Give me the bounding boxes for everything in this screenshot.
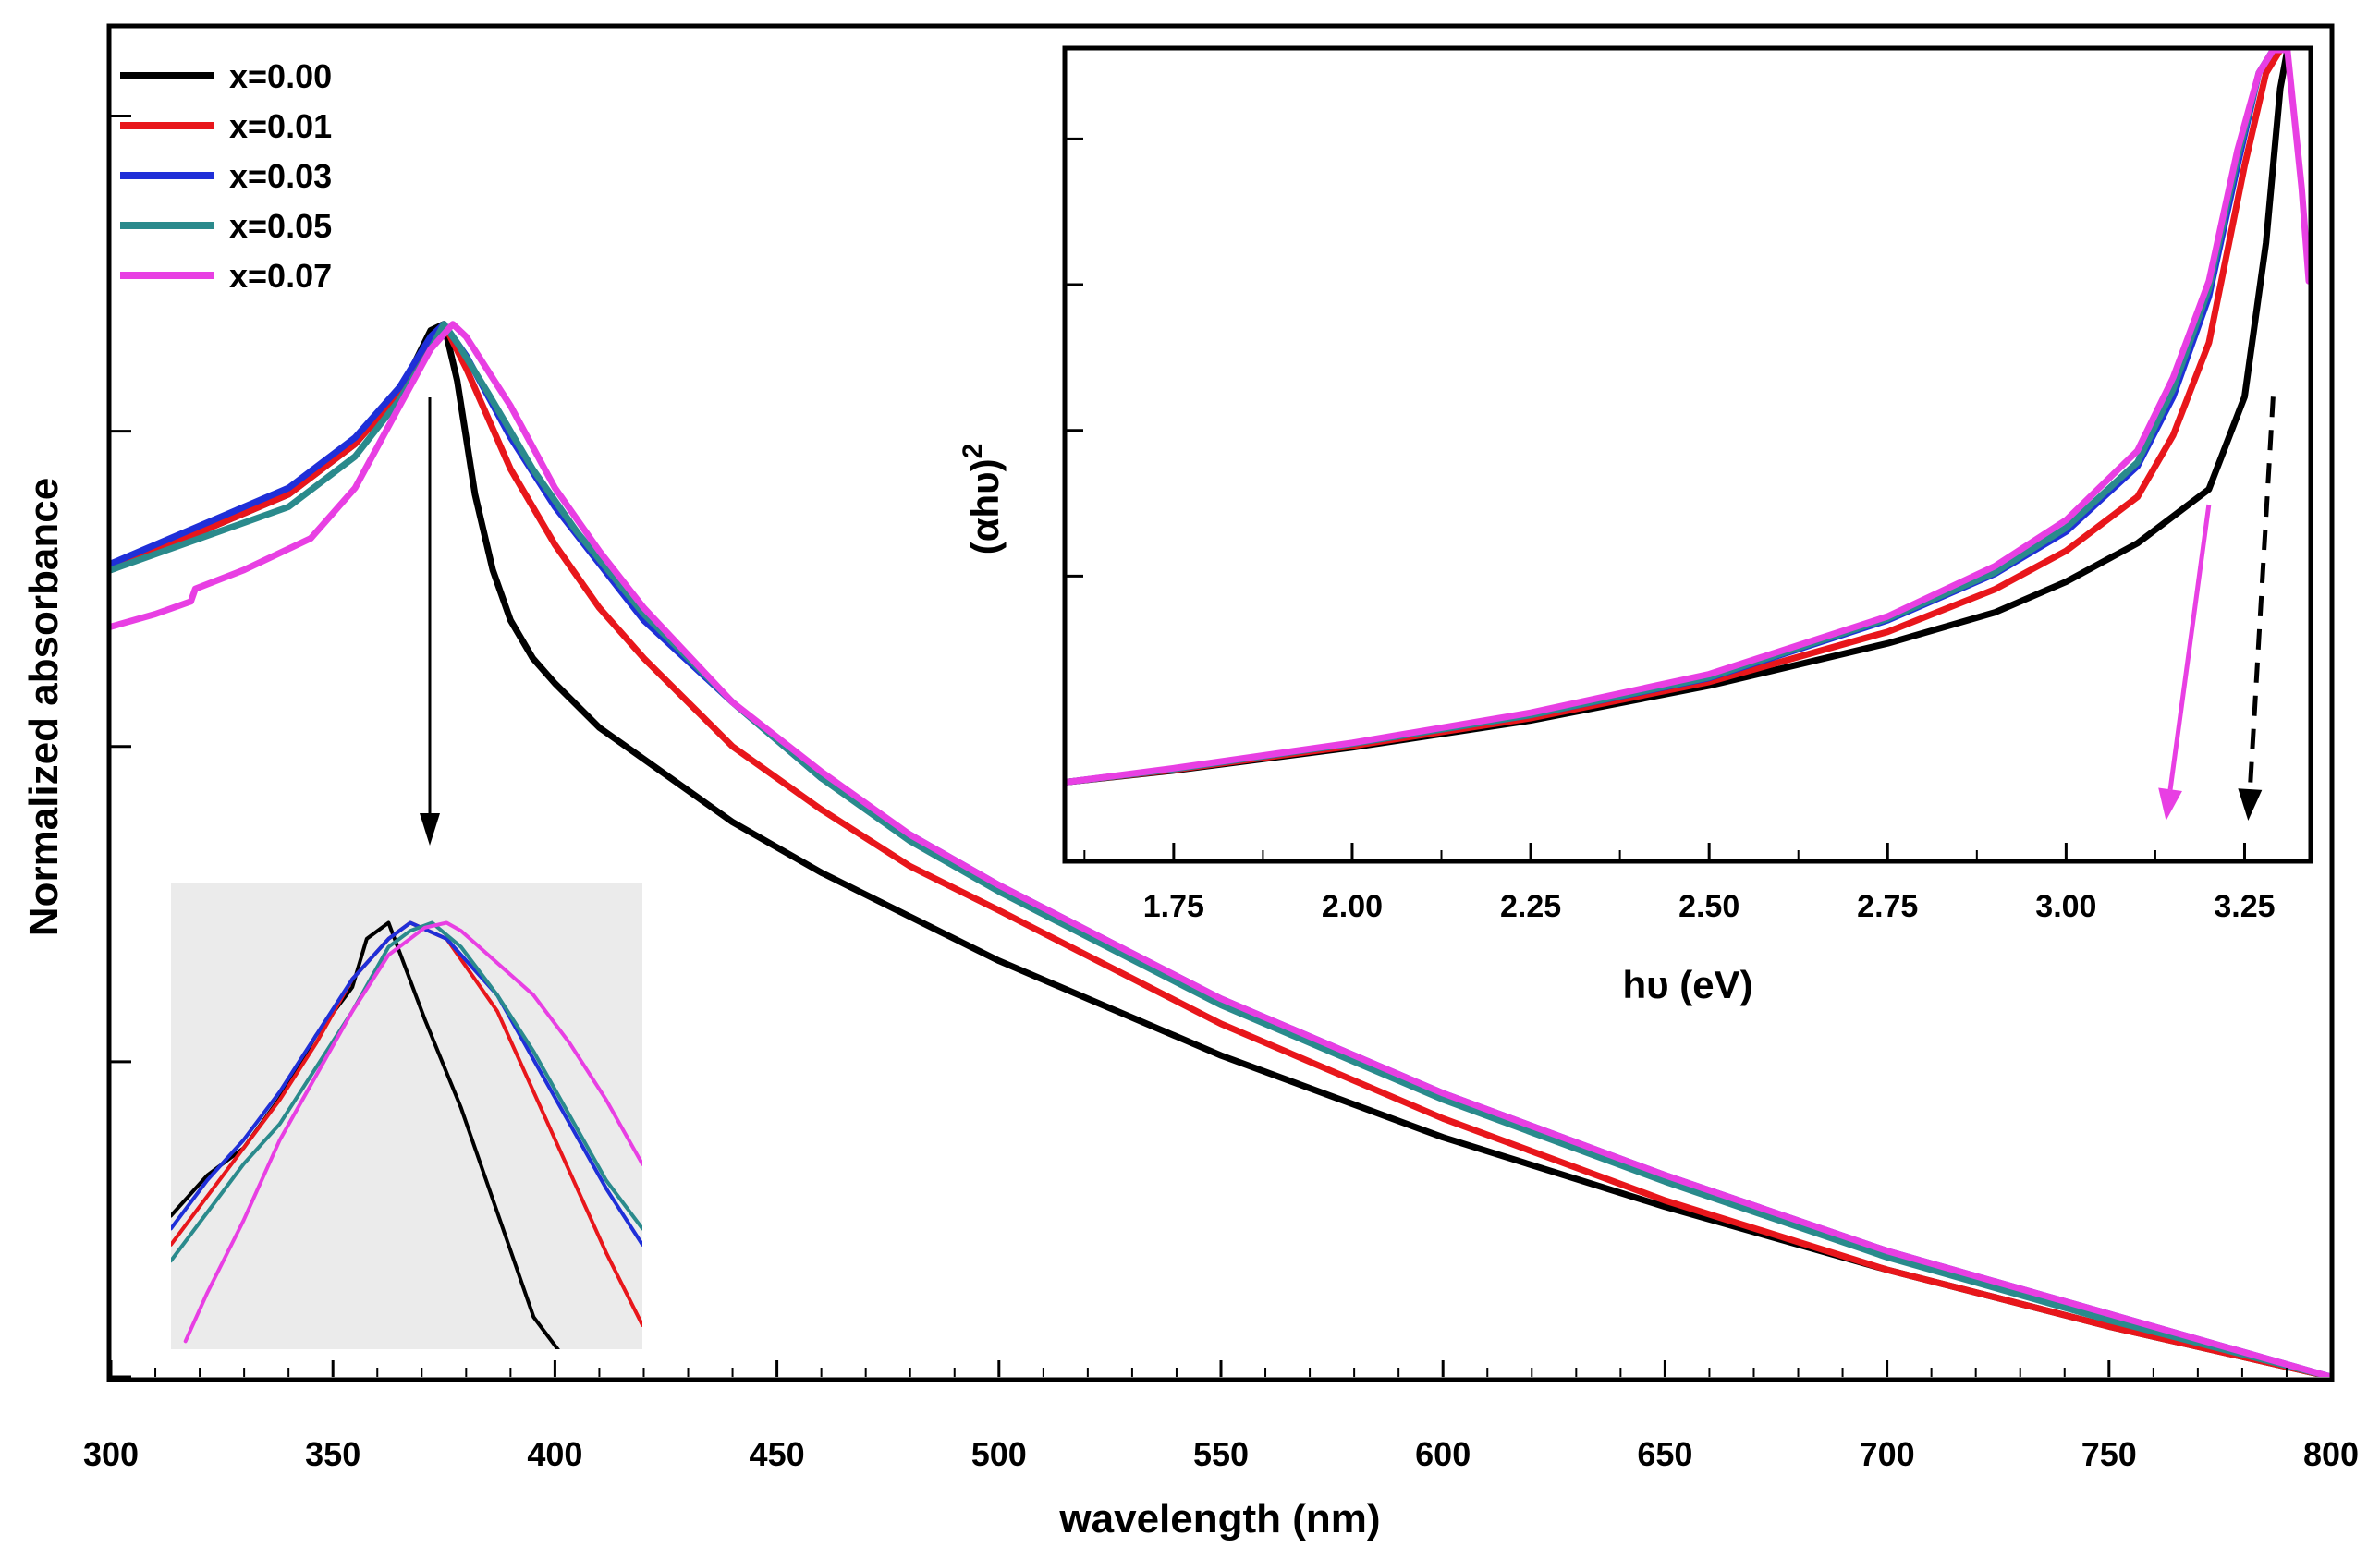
x-tick-label: 500 [971,1435,1027,1473]
peak-zoom-inset [171,883,642,1349]
x-tick-label: 550 [1193,1435,1249,1473]
bandgap-arrow-head [2158,787,2182,821]
main-x-axis-ticks: 300 350 400 450 500 550 600 650 700 750 800 [83,1360,2359,1473]
bandgap-x-tick-label: 3.00 [2035,889,2096,924]
bandgap-x-tick-label: 3.25 [2214,889,2275,924]
main-series-x-0-07 [111,321,2331,1377]
x-tick-label: 750 [2081,1435,2137,1473]
bandgap-arrow-head [2238,788,2263,821]
bandgap-inset: 1.75 2.00 2.25 2.50 2.75 3.00 3.25 hυ (eV) (αh… [958,45,2313,1006]
peak-zoom-series-x-0-07 [183,920,642,1344]
main-series-x-0-01 [111,321,2331,1377]
y-axis-title: Normalized absorbance [21,478,67,936]
x-tick-label: 350 [305,1435,360,1473]
legend: x=0.00 x=0.01 x=0.03 x=0.05 x=0.07 [120,57,332,295]
bandgap-inset-background [1065,48,2311,861]
bandgap-inset-curves [1067,50,2309,786]
bandgap-x-tick-label: 2.75 [1857,889,1918,924]
zoom-pointer-arrow [420,397,440,846]
x-tick-label: 300 [83,1435,139,1473]
bandgap-inset-y-axis-ticks [1067,137,1083,578]
bandgap-arrow-shaft [2167,504,2212,790]
legend-label-x-0-00: x=0.00 [229,57,332,95]
main-series-x-0-05 [111,321,2331,1377]
peak-zoom-series-x-0-05 [171,920,642,1263]
bandgap-x-tick-label: 2.00 [1322,889,1383,924]
peak-zoom-series-x-0-03 [171,920,642,1247]
peak-zoom-curves [171,920,642,1349]
legend-label-x-0-05: x=0.05 [229,207,332,245]
main-y-axis-ticks [111,115,131,1379]
bandgap-x-tick-label: 2.50 [1678,889,1739,924]
legend-label-x-0-03: x=0.03 [229,157,332,195]
x-tick-label: 700 [1860,1435,1915,1473]
x-tick-label: 400 [527,1435,582,1473]
main-plot-frame [106,23,2335,1382]
main-plot: 300 350 400 450 500 550 600 650 700 750 800 wavele… [21,23,2359,1541]
legend-label-x-0-07: x=0.07 [229,257,332,295]
bandgap-inset-y-axis-title-main: (αhυ) [963,458,1007,554]
main-curves [111,321,2331,1377]
x-tick-label: 800 [2303,1435,2359,1473]
bandgap-x-tick-label: 2.25 [1500,889,1561,924]
bandgap-inset-y-axis-title-superscript: 2 [958,444,988,459]
bandgap-inset-y-axis-title: (αhυ)2 [958,444,1007,555]
x-tick-label: 450 [750,1435,805,1473]
legend-label-x-0-01: x=0.01 [229,107,332,145]
bandgap-inset-x-axis-ticks: 1.75 2.00 2.25 2.50 2.75 3.00 3.25 [1083,843,2276,924]
x-tick-label: 600 [1415,1435,1471,1473]
bandgap-inset-frame [1062,45,2313,864]
bandgap-inset-annotations [2158,396,2276,821]
bandgap-inset-x-axis-title: hυ (eV) [1622,963,1752,1006]
bandgap-x-tick-label: 1.75 [1143,889,1204,924]
x-tick-label: 650 [1637,1435,1692,1473]
x-axis-title: wavelength (nm) [1058,1496,1380,1541]
bandgap-series-x-0-07 [1067,50,2309,786]
